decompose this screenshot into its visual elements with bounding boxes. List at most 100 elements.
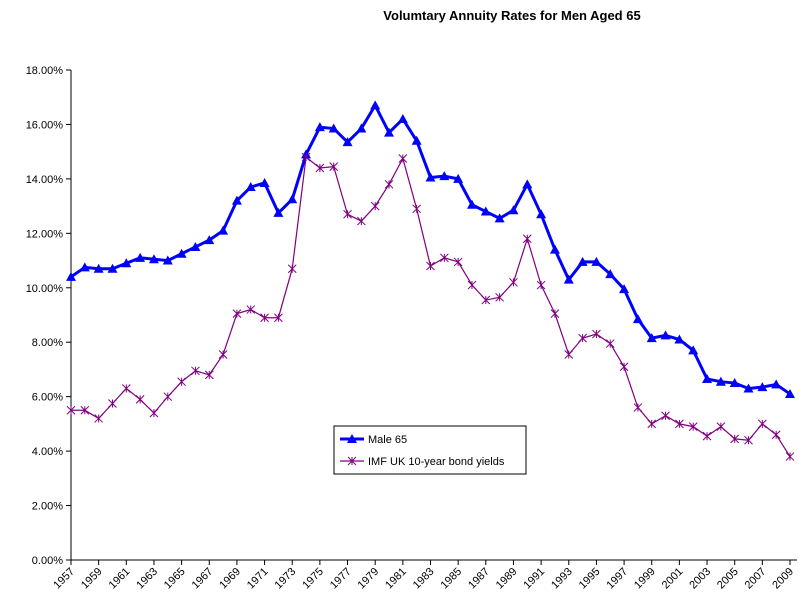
- data-point: [702, 373, 713, 383]
- legend-box: [333, 425, 527, 475]
- data-point: [702, 431, 712, 441]
- data-point: [426, 261, 435, 271]
- y-tick-label: 8.00%: [32, 337, 63, 349]
- data-point: [259, 177, 270, 187]
- data-point: [397, 114, 408, 123]
- x-tick-label: 1967: [190, 566, 216, 592]
- y-tick-label: 18.00%: [26, 65, 64, 77]
- data-point: [412, 204, 422, 214]
- y-tick-label: 4.00%: [32, 446, 63, 458]
- y-tick-label: 2.00%: [32, 501, 63, 513]
- data-point: [771, 430, 781, 440]
- data-point: [509, 277, 518, 287]
- x-tick-label: 1995: [577, 566, 603, 592]
- data-point: [301, 152, 311, 162]
- data-point: [439, 171, 450, 181]
- data-point: [439, 253, 449, 263]
- legend-marker: [347, 456, 357, 466]
- x-tick-label: 2003: [687, 566, 713, 592]
- data-point: [549, 244, 560, 254]
- data-point: [93, 263, 104, 273]
- data-point: [342, 137, 353, 147]
- x-tick-label: 1961: [107, 566, 133, 592]
- data-point: [314, 122, 325, 132]
- x-tick-label: 1983: [411, 566, 437, 592]
- x-tick-label: 1975: [300, 566, 326, 592]
- x-tick-label: 1959: [79, 566, 105, 592]
- data-point: [218, 350, 228, 359]
- data-point: [605, 339, 615, 348]
- data-point: [370, 100, 381, 110]
- data-point: [328, 123, 339, 133]
- data-point: [177, 377, 186, 387]
- data-point: [135, 395, 145, 404]
- data-point: [135, 252, 146, 262]
- data-point: [411, 135, 422, 145]
- data-point: [592, 329, 601, 339]
- data-point: [149, 408, 159, 418]
- x-tick-label: 1973: [273, 566, 299, 592]
- data-point: [190, 241, 201, 251]
- data-point: [688, 422, 698, 431]
- data-point: [730, 434, 740, 444]
- data-point: [757, 382, 768, 392]
- data-point: [204, 370, 214, 380]
- data-point: [79, 262, 90, 272]
- data-point: [343, 209, 352, 219]
- data-point: [578, 333, 587, 343]
- data-point: [729, 378, 740, 388]
- legend-marker: [347, 434, 357, 443]
- data-point: [494, 213, 505, 223]
- data-point: [495, 292, 504, 302]
- x-tick-label: 1979: [356, 566, 382, 592]
- y-tick-label: 10.00%: [26, 283, 64, 295]
- data-point: [163, 392, 173, 402]
- x-tick-label: 1991: [521, 566, 547, 592]
- data-point: [743, 383, 754, 393]
- data-point: [370, 201, 380, 211]
- data-point: [632, 314, 643, 324]
- x-tick-label: 1987: [466, 566, 492, 592]
- x-tick-label: 1957: [51, 566, 77, 592]
- data-point: [121, 384, 131, 393]
- x-tick-label: 1993: [549, 566, 575, 592]
- x-tick-label: 1999: [632, 566, 658, 592]
- data-point: [646, 333, 657, 343]
- data-point: [232, 309, 242, 318]
- x-tick-label: 1989: [494, 566, 520, 592]
- data-point: [231, 195, 242, 205]
- x-tick-label: 1969: [217, 566, 243, 592]
- data-point: [191, 366, 200, 376]
- chart-title: Volumtary Annuity Rates for Men Aged 65: [383, 8, 640, 23]
- data-point: [619, 284, 630, 294]
- x-tick-label: 1997: [604, 566, 630, 592]
- data-point: [522, 179, 533, 189]
- data-point: [94, 414, 104, 423]
- legend-label: IMF UK 10-year bond yields: [368, 456, 505, 468]
- data-point: [564, 350, 574, 359]
- data-point: [647, 419, 657, 429]
- x-tick-label: 1971: [245, 566, 271, 592]
- data-point: [425, 172, 436, 182]
- data-point: [674, 334, 685, 344]
- y-tick-label: 0.00%: [32, 555, 63, 567]
- data-point: [550, 309, 560, 318]
- x-tick-label: 2005: [715, 566, 741, 592]
- data-point: [744, 435, 753, 445]
- data-point: [66, 271, 76, 281]
- x-tick-label: 2007: [743, 566, 769, 592]
- legend-symbol: [347, 456, 357, 466]
- y-tick-label: 6.00%: [32, 392, 63, 404]
- data-point: [619, 362, 629, 372]
- data-point: [715, 376, 726, 386]
- data-point: [384, 179, 394, 189]
- data-point: [563, 274, 574, 284]
- x-tick-label: 1965: [162, 566, 188, 592]
- y-tick-label: 14.00%: [26, 174, 64, 186]
- legend-symbol: [347, 434, 357, 443]
- data-point: [398, 154, 408, 163]
- data-point: [162, 255, 173, 265]
- data-point: [176, 248, 187, 258]
- data-point: [633, 403, 643, 412]
